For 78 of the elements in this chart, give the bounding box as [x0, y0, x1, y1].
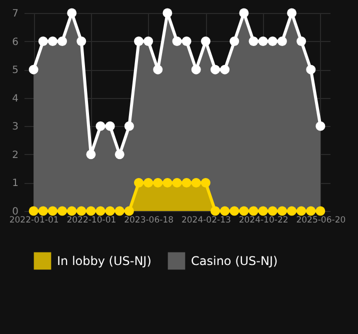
point	[248, 206, 258, 216]
point	[162, 178, 172, 188]
point	[67, 8, 77, 18]
point	[316, 121, 326, 131]
point	[172, 36, 182, 46]
point	[191, 178, 201, 188]
point	[105, 121, 115, 131]
point	[153, 178, 163, 188]
point	[48, 206, 58, 216]
point	[86, 150, 96, 160]
point	[28, 64, 38, 74]
y-tick-label: 0	[12, 206, 18, 218]
point	[239, 8, 249, 18]
point	[182, 178, 192, 188]
y-tick-label: 2	[12, 150, 18, 161]
point	[153, 64, 163, 74]
x-tick-label: 2022-10-01	[66, 216, 116, 226]
point	[277, 36, 287, 46]
point	[258, 206, 268, 216]
y-tick-label: 3	[12, 122, 18, 133]
point	[76, 36, 86, 46]
point	[162, 8, 172, 18]
point	[296, 206, 306, 216]
y-tick-label: 1	[12, 178, 18, 190]
y-tick-label: 6	[12, 36, 18, 48]
y-tick-label: 7	[12, 8, 18, 20]
point	[48, 36, 58, 46]
point	[306, 206, 316, 216]
point	[58, 206, 67, 216]
point	[210, 206, 220, 216]
x-tick-label: 2025-06-20	[296, 216, 346, 226]
point	[220, 64, 230, 74]
point	[76, 206, 86, 216]
point	[96, 206, 106, 216]
point	[38, 206, 48, 216]
x-tick-label: 2022-01-01	[9, 216, 59, 226]
point	[277, 206, 287, 216]
point	[239, 206, 249, 216]
point	[230, 36, 240, 46]
point	[58, 36, 67, 46]
legend-label: In lobby (US-NJ)	[57, 254, 152, 268]
point	[200, 36, 210, 46]
point	[134, 178, 144, 188]
x-tick-label: 2024-02-13	[181, 216, 231, 226]
point	[258, 36, 268, 46]
point	[248, 36, 258, 46]
point	[134, 36, 144, 46]
point	[144, 178, 154, 188]
point	[268, 206, 278, 216]
point	[316, 206, 326, 216]
point	[200, 178, 210, 188]
point	[210, 64, 220, 74]
point	[124, 121, 134, 131]
x-tick-label: 2024-10-22	[238, 216, 288, 226]
point	[105, 206, 115, 216]
point	[191, 64, 201, 74]
point	[38, 36, 48, 46]
point	[306, 64, 316, 74]
point	[67, 206, 77, 216]
point	[28, 206, 38, 216]
point	[172, 178, 182, 188]
y-tick-label: 5	[12, 65, 18, 76]
point	[287, 8, 296, 18]
point	[124, 206, 134, 216]
point	[220, 206, 230, 216]
point	[86, 206, 96, 216]
point	[114, 206, 124, 216]
legend-label: Casino (US-NJ)	[191, 254, 278, 268]
point	[144, 36, 154, 46]
point	[96, 121, 106, 131]
point	[268, 36, 278, 46]
point	[230, 206, 240, 216]
point	[296, 36, 306, 46]
x-tick-label: 2023-06-18	[124, 216, 174, 226]
y-tick-label: 4	[12, 93, 18, 104]
point	[182, 36, 192, 46]
point	[114, 150, 124, 160]
point	[287, 206, 296, 216]
